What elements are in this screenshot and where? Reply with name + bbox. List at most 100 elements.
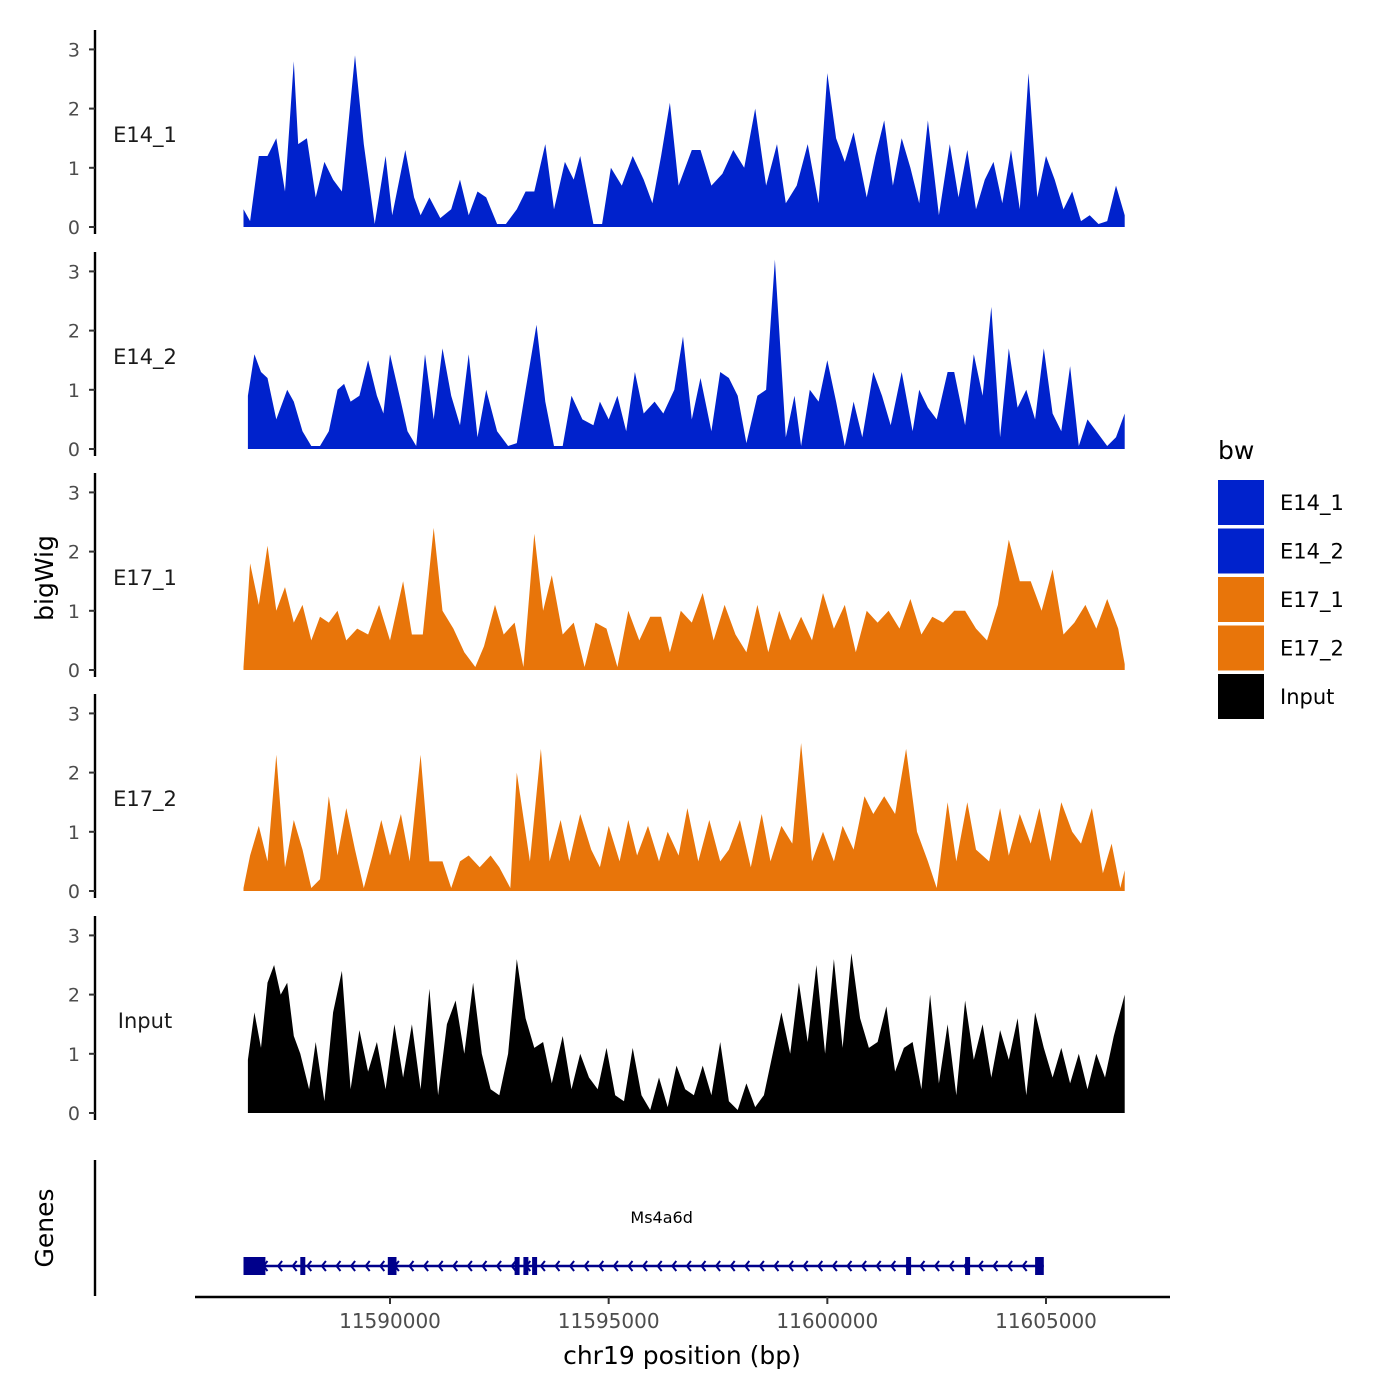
panel-E17_2: 0 1 2 3 E17_2 bbox=[68, 694, 1125, 903]
strand-arrow bbox=[656, 1260, 663, 1272]
exon bbox=[906, 1257, 912, 1275]
strand-arrow bbox=[846, 1260, 853, 1272]
y-tick-label: 1 bbox=[68, 158, 80, 180]
strand-arrow bbox=[1021, 1260, 1028, 1272]
strand-arrow bbox=[276, 1260, 283, 1272]
strand-arrow bbox=[948, 1260, 955, 1272]
y-tick-label: 0 bbox=[68, 217, 80, 239]
x-axis: 11590000 11595000 11600000 11605000 bbox=[195, 1295, 1170, 1333]
area-E14_1 bbox=[243, 55, 1125, 227]
strand-arrow bbox=[408, 1260, 415, 1272]
panel-Input: 0 1 2 3 Input bbox=[68, 916, 1125, 1125]
genes-track: Genes Ms4a6d bbox=[30, 1160, 1044, 1296]
strand-arrow bbox=[481, 1260, 488, 1272]
y-tick-label: 0 bbox=[68, 660, 80, 682]
area-E14_2 bbox=[247, 259, 1125, 449]
strand-arrow bbox=[335, 1260, 342, 1272]
strand-arrow bbox=[379, 1260, 386, 1272]
strand-arrow bbox=[568, 1260, 575, 1272]
strand-arrow bbox=[349, 1260, 356, 1272]
x-tick-label: 11600000 bbox=[776, 1309, 878, 1333]
exon bbox=[532, 1257, 538, 1275]
y-tick-label: 3 bbox=[68, 261, 80, 283]
legend-label: E17_1 bbox=[1280, 588, 1344, 613]
strand-arrow bbox=[1006, 1260, 1013, 1272]
strand-arrow bbox=[320, 1260, 327, 1272]
strand-arrow bbox=[583, 1260, 590, 1272]
strand-arrow bbox=[364, 1260, 371, 1272]
exon bbox=[387, 1257, 397, 1275]
y-tick-label: 1 bbox=[68, 822, 80, 844]
area-E17_2 bbox=[243, 743, 1125, 891]
exon bbox=[300, 1257, 306, 1275]
exon bbox=[965, 1257, 971, 1275]
strand-arrow bbox=[860, 1260, 867, 1272]
panel-label: E14_2 bbox=[113, 345, 177, 370]
y-tick-label: 3 bbox=[68, 703, 80, 725]
strand-arrow bbox=[495, 1260, 502, 1272]
x-tick-label: 11605000 bbox=[995, 1309, 1097, 1333]
strand-arrow bbox=[787, 1260, 794, 1272]
strand-arrow bbox=[671, 1260, 678, 1272]
strand-arrow bbox=[437, 1260, 444, 1272]
strand-arrow bbox=[598, 1260, 605, 1272]
y-tick-label: 0 bbox=[68, 881, 80, 903]
strand-arrow bbox=[875, 1260, 882, 1272]
panel-E14_2: 0 1 2 3 E14_2 bbox=[68, 252, 1125, 461]
strand-arrow bbox=[539, 1260, 546, 1272]
strand-arrow bbox=[685, 1260, 692, 1272]
strand-arrow bbox=[641, 1260, 648, 1272]
legend-title: bw bbox=[1218, 436, 1254, 465]
strand-arrow bbox=[466, 1260, 473, 1272]
exon bbox=[243, 1257, 266, 1275]
strand-arrow bbox=[992, 1260, 999, 1272]
panel-label: E17_2 bbox=[113, 787, 177, 812]
panel-E14_1: 0 1 2 3 E14_1 bbox=[68, 30, 1125, 239]
strand-arrow bbox=[831, 1260, 838, 1272]
panel-E17_1: 0 1 2 3 E17_1 bbox=[68, 473, 1125, 682]
y-tick-label: 2 bbox=[68, 321, 80, 343]
strand-arrow bbox=[890, 1260, 897, 1272]
y-tick-label: 0 bbox=[68, 439, 80, 461]
legend-key-E17_1 bbox=[1218, 577, 1264, 622]
strand-arrow bbox=[919, 1260, 926, 1272]
strand-arrow bbox=[291, 1260, 298, 1272]
legend-key-E17_2 bbox=[1218, 625, 1264, 671]
x-axis-title: chr19 position (bp) bbox=[563, 1341, 801, 1370]
strand-arrow bbox=[422, 1260, 429, 1272]
strand-arrow bbox=[758, 1260, 765, 1272]
panel-label: E17_1 bbox=[113, 566, 177, 591]
strand-arrow bbox=[802, 1260, 809, 1272]
x-tick-label: 11590000 bbox=[339, 1309, 441, 1333]
legend-label: E14_1 bbox=[1280, 491, 1344, 516]
strand-arrow bbox=[817, 1260, 824, 1272]
area-E17_1 bbox=[243, 527, 1125, 670]
y-tick-label: 1 bbox=[68, 380, 80, 402]
y-tick-label: 2 bbox=[68, 985, 80, 1007]
strand-arrow bbox=[933, 1260, 940, 1272]
y-tick-label: 1 bbox=[68, 601, 80, 623]
y-axis-title: bigWig bbox=[30, 535, 59, 621]
panel-label: E14_1 bbox=[113, 123, 177, 148]
strand-arrow bbox=[554, 1260, 561, 1272]
strand-arrow bbox=[729, 1260, 736, 1272]
y-tick-label: 2 bbox=[68, 542, 80, 564]
strand-arrow bbox=[744, 1260, 751, 1272]
legend-key-E14_1 bbox=[1218, 480, 1264, 525]
y-tick-label: 3 bbox=[68, 482, 80, 504]
legend-key-E14_2 bbox=[1218, 528, 1264, 574]
strand-arrow bbox=[700, 1260, 707, 1272]
track-panels: 0 1 2 3 E14_1 0 1 2 3 E14_2 0 1 2 3 E17_1 0 1 2 3 E17_2 0 1 2 3… bbox=[68, 30, 1125, 1125]
strand-arrow bbox=[510, 1260, 517, 1272]
legend-label: Input bbox=[1280, 685, 1334, 709]
strand-arrow bbox=[977, 1260, 984, 1272]
y-tick-label: 3 bbox=[68, 925, 80, 947]
strand-arrow bbox=[714, 1260, 721, 1272]
strand-arrow bbox=[452, 1260, 459, 1272]
legend-label: E14_2 bbox=[1280, 540, 1344, 565]
exon bbox=[1035, 1257, 1044, 1275]
y-tick-label: 3 bbox=[68, 39, 80, 61]
legend-key-Input bbox=[1218, 674, 1264, 719]
strand-arrow bbox=[306, 1260, 313, 1272]
